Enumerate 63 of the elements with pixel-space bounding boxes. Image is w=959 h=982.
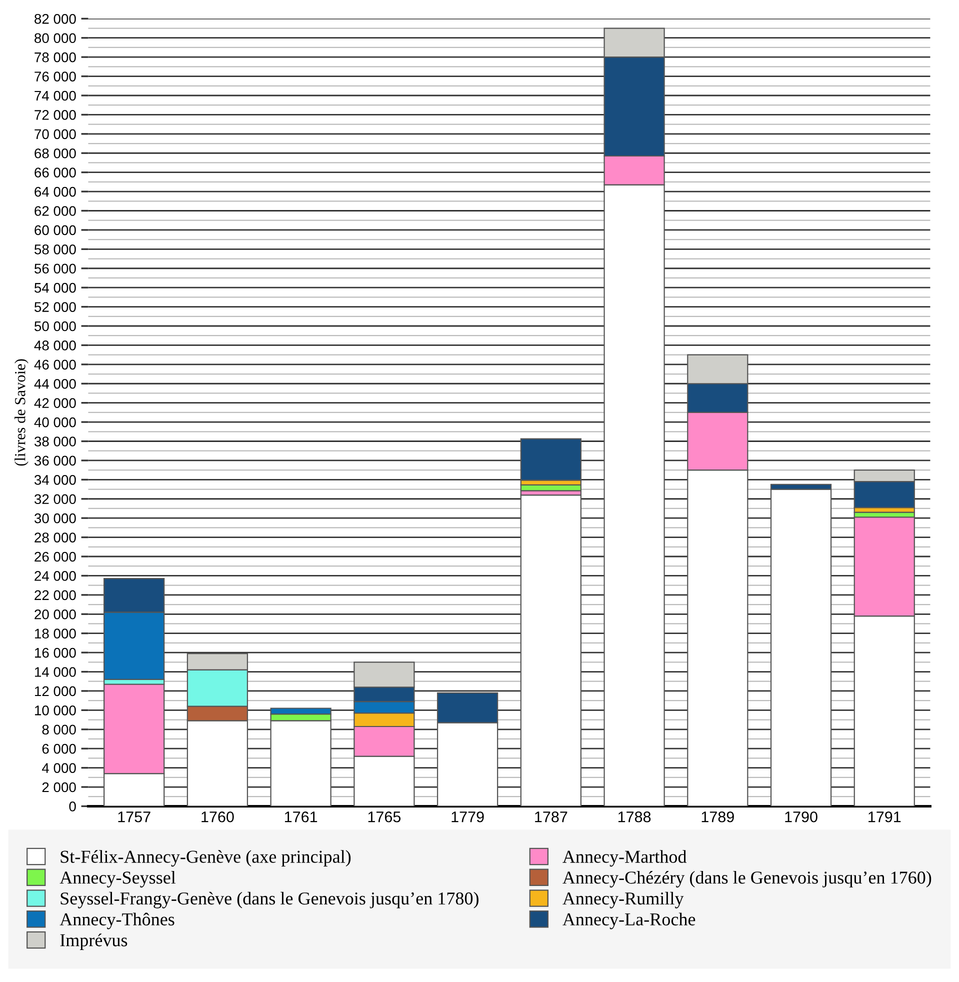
x-tick-label: 1790: [785, 811, 818, 822]
y-tick-label: 68 000: [34, 148, 76, 158]
x-tick-label: 1760: [202, 811, 234, 822]
y-tick-label: 10 000: [35, 706, 76, 716]
y-tick-label: 52 000: [34, 302, 76, 312]
y-tick-label: 66 000: [34, 168, 76, 178]
y-tick-label: 18 000: [35, 628, 76, 639]
y-tick-label: 70 000: [34, 129, 76, 140]
y-axis-title: (livres de Savoie): [14, 359, 28, 466]
bar: [520, 494, 582, 806]
legend-label: Annecy-Chézéry (dans le Genevois jusqu’en 1760): [562, 871, 932, 888]
y-tick-label: 80 000: [34, 33, 76, 44]
y-tick-label: 16 000: [35, 648, 76, 658]
y-tick-label: 8 000: [42, 724, 76, 735]
y-tick-label: 0: [69, 802, 76, 812]
y-tick-label: 34 000: [34, 475, 76, 485]
y-tick-label: 48 000: [34, 340, 76, 350]
x-tick-label: 1789: [702, 811, 734, 822]
y-tick-label: 30 000: [34, 513, 76, 524]
y-tick-label: 28 000: [34, 532, 76, 542]
y-tick-label: 32 000: [34, 494, 76, 504]
y-tick-label: 24 000: [34, 571, 76, 581]
y-tick-label: 64 000: [34, 186, 76, 197]
y-tick-label: 50 000: [34, 321, 76, 332]
legend-label: Seyssel-Frangy-Genève (dans le Genevois jusqu’en 1780): [60, 892, 478, 908]
legend-label: Imprévus: [60, 934, 128, 950]
y-tick-label: 22 000: [34, 590, 76, 600]
y-tick-label: 74 000: [34, 90, 76, 101]
y-tick-label: 44 000: [34, 378, 76, 389]
y-tick-label: 78 000: [34, 52, 76, 62]
y-tick-label: 36 000: [34, 456, 76, 466]
y-tick-label: 26 000: [34, 552, 76, 562]
legend-label: Annecy-Rumilly: [562, 892, 684, 908]
legend-label: Annecy-La-Roche: [562, 912, 696, 930]
y-tick-label: 14 000: [35, 667, 76, 677]
y-tick-label: 40 000: [34, 417, 76, 428]
y-tick-label: 42 000: [34, 398, 76, 408]
y-tick-label: 6 000: [42, 744, 76, 754]
legend-label: Annecy-Thônes: [60, 912, 174, 930]
y-tick-label: 62 000: [34, 206, 76, 216]
y-tick-label: 60 000: [34, 225, 76, 236]
x-tick-label: 1757: [118, 812, 150, 822]
x-tick-label: 1761: [284, 811, 318, 822]
y-tick-label: 72 000: [34, 110, 76, 120]
x-tick-label: 1765: [368, 811, 401, 822]
y-tick-label: 38 000: [34, 436, 76, 446]
x-tick-label: 1791: [868, 811, 901, 822]
y-tick-label: 20 000: [34, 609, 76, 620]
y-tick-label: 82 000: [34, 14, 76, 24]
x-tick-label: 1788: [618, 811, 651, 822]
y-tick-label: 54 000: [34, 282, 76, 293]
x-tick-label: 1779: [452, 811, 484, 822]
y-tick-label: 56 000: [34, 264, 76, 274]
legend-label: St-Félix-Annecy-Genève (axe principal): [60, 850, 351, 867]
x-tick-label: 1787: [535, 811, 568, 822]
y-tick-label: 12 000: [35, 686, 76, 696]
y-tick-label: 58 000: [34, 244, 76, 254]
y-tick-label: 46 000: [34, 360, 76, 370]
y-tick-label: 4 000: [42, 763, 76, 773]
legend-label: Annecy-Marthod: [562, 850, 687, 867]
y-tick-label: 2 000: [42, 782, 76, 792]
y-tick-label: 76 000: [34, 72, 76, 82]
legend-label: Annecy-Seyssel: [60, 871, 176, 888]
